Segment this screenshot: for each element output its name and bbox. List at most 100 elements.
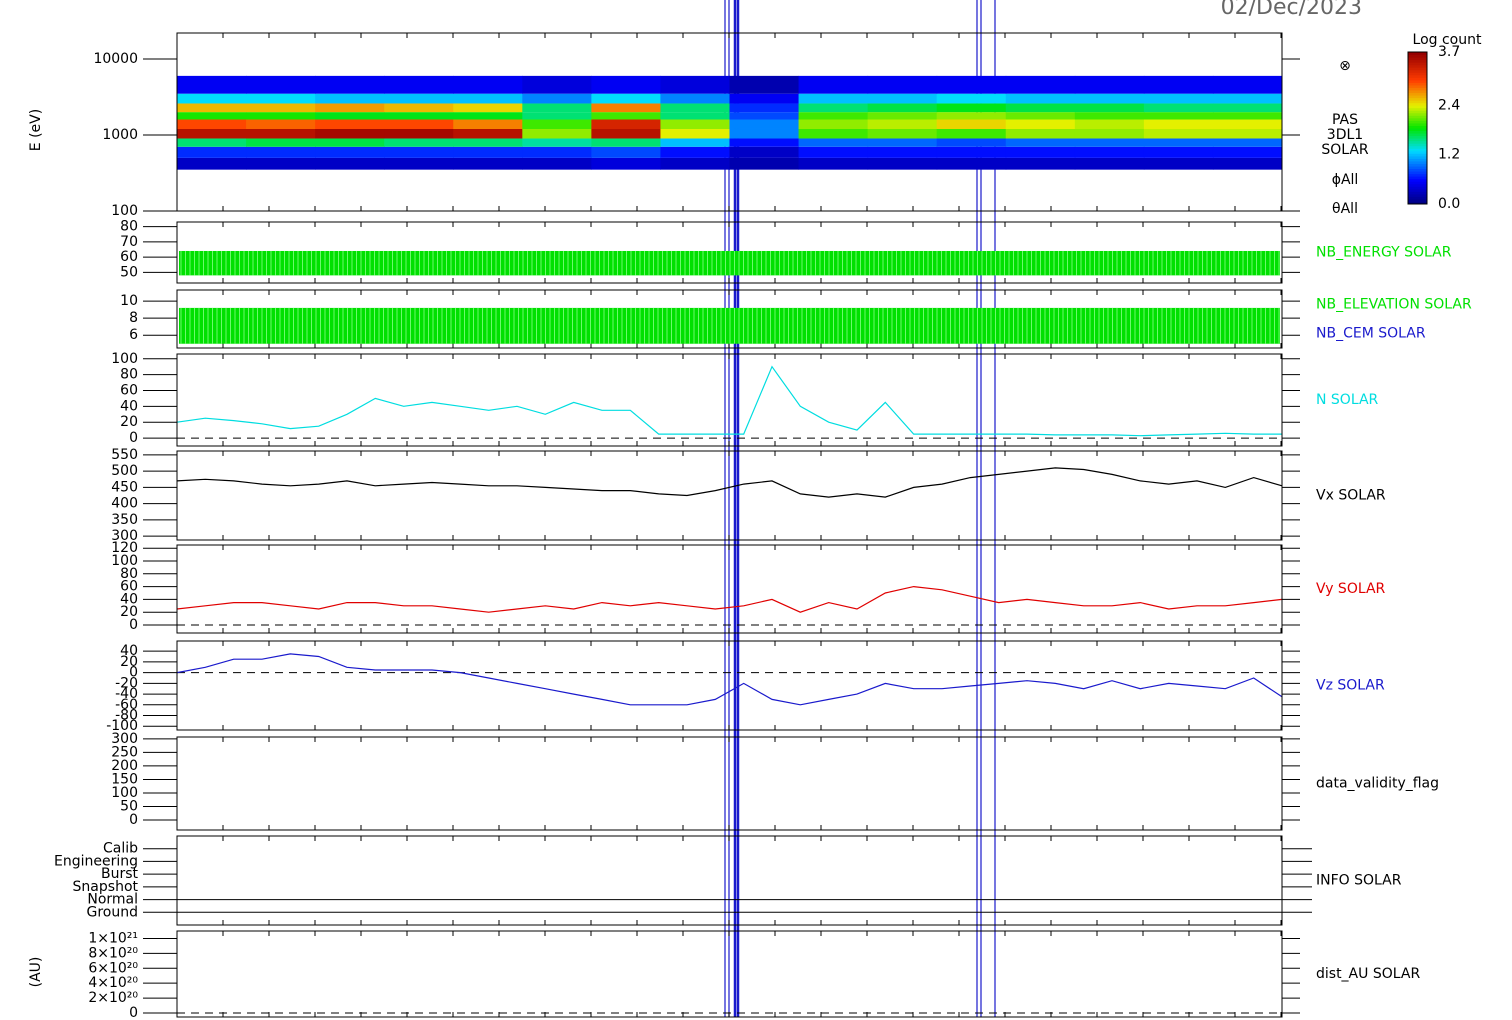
heatmap-cell: [1005, 75, 1076, 94]
heatmap-cell: [315, 103, 385, 113]
y-tick-label: 120: [111, 540, 138, 556]
heatmap-cell: [384, 75, 454, 94]
heatmap-cell: [798, 112, 869, 120]
legend-label: data_validity_flag: [1316, 776, 1439, 792]
y-tick-label: 20: [120, 414, 138, 430]
y-tick-label: 60: [120, 249, 138, 265]
heatmap-cell: [729, 75, 800, 94]
heatmap-cell: [591, 157, 661, 170]
heatmap-cell: [1005, 128, 1076, 139]
colorbar-segment: [1408, 112, 1427, 116]
colorbar-tick-label: 1.2: [1438, 147, 1460, 163]
data-line: [176, 467, 1283, 498]
heatmap-cell: [1212, 103, 1283, 113]
heatmap-cell: [1074, 103, 1145, 113]
colorbar-segment: [1408, 176, 1427, 180]
colorbar-segment: [1408, 138, 1427, 142]
y-tick-label: 60: [120, 579, 138, 595]
heatmap-cell: [522, 157, 592, 170]
colorbar-tick-label: 0.0: [1438, 196, 1460, 212]
y-tick-label: 0: [129, 665, 138, 681]
colorbar-segment: [1408, 67, 1427, 71]
y-tick-label: 300: [111, 528, 138, 544]
heatmap-cell: [867, 157, 938, 170]
y-tick-label: Calib: [103, 841, 138, 857]
heatmap-cell: [246, 103, 316, 113]
heatmap-cell: [1143, 146, 1214, 158]
colorbar-segment: [1408, 193, 1427, 197]
heatmap-cell: [1005, 146, 1076, 158]
heatmap-cell: [591, 138, 661, 147]
colorbar-segment: [1408, 130, 1427, 134]
heatmap-cell: [591, 75, 661, 94]
colorbar-segment: [1408, 201, 1427, 205]
heatmap-cell: [384, 138, 454, 147]
colorbar-segment: [1408, 115, 1427, 119]
heatmap-cell: [453, 75, 523, 94]
colorbar-segment: [1408, 74, 1427, 78]
legend-label: dist_AU SOLAR: [1316, 966, 1420, 982]
heatmap-cell: [384, 119, 454, 129]
colorbar-segment: [1408, 122, 1427, 126]
panel-frame: [176, 640, 1283, 731]
heatmap-cell: [798, 75, 869, 94]
data-line: [176, 365, 1282, 437]
heatmap-cell: [1212, 146, 1283, 158]
colorbar-segment: [1408, 181, 1427, 185]
colorbar-segment: [1408, 186, 1427, 190]
y-tick-label: 0: [129, 1005, 138, 1020]
heatmap-cell: [660, 93, 730, 104]
heatmap-cell: [867, 75, 938, 94]
heatmap-cell: [660, 112, 730, 120]
heatmap-cell: [453, 93, 523, 104]
heatmap-cell: [591, 112, 661, 120]
heatmap-cell: [1005, 112, 1076, 120]
heatmap-cell: [1005, 138, 1076, 147]
colorbar-segment: [1408, 95, 1427, 99]
heatmap-cell: [1074, 138, 1145, 147]
heatmap-cell: [246, 146, 316, 158]
y-tick-label: 300: [111, 731, 138, 747]
y-tick-label: 1000: [102, 127, 138, 143]
colorbar-segment: [1408, 87, 1427, 91]
heatmap-cell: [384, 146, 454, 158]
heatmap-cell: [1212, 119, 1283, 129]
colorbar-segment: [1408, 84, 1427, 88]
legend-label: Vy SOLAR: [1316, 581, 1386, 597]
y-tick-label: 4×10²⁰: [88, 975, 138, 991]
colorbar-segment: [1408, 145, 1427, 149]
panel-frame: [176, 736, 1283, 831]
heatmap-cell: [453, 103, 523, 113]
heatmap-cell: [798, 146, 869, 158]
heatmap-cell: [729, 93, 800, 104]
heatmap-cell: [384, 112, 454, 120]
heatmap-cell: [729, 146, 800, 158]
heatmap-cell: [729, 128, 800, 139]
heatmap-cell: [522, 128, 592, 139]
heatmap-cell: [660, 119, 730, 129]
colorbar-tick-label: 2.4: [1438, 97, 1460, 113]
heatmap-cell: [798, 119, 869, 129]
heatmap-cell: [384, 157, 454, 170]
colorbar-frame: [1407, 51, 1428, 205]
heatmap-cell: [936, 112, 1007, 120]
y-tick-label: 400: [111, 496, 138, 512]
colorbar-segment: [1408, 125, 1427, 129]
colorbar-segment: [1408, 92, 1427, 96]
colorbar-segment: [1408, 173, 1427, 177]
y-tick-label: 8: [129, 310, 138, 326]
colorbar-segment: [1408, 90, 1427, 94]
colorbar-segment: [1408, 105, 1427, 109]
y-tick-label: 80: [120, 566, 138, 582]
heatmap-cell: [246, 75, 316, 94]
heatmap-cell: [729, 103, 800, 113]
heatmap-cell: [246, 128, 316, 139]
heatmap-cell: [177, 103, 247, 113]
heatmap-cell: [936, 157, 1007, 170]
colorbar-segment: [1408, 160, 1427, 164]
y-tick-label: 450: [111, 479, 138, 495]
heatmap-cell: [660, 138, 730, 147]
heatmap-cell: [1074, 146, 1145, 158]
heatmap-cell: [867, 103, 938, 113]
y-tick-label: -60: [115, 697, 138, 713]
